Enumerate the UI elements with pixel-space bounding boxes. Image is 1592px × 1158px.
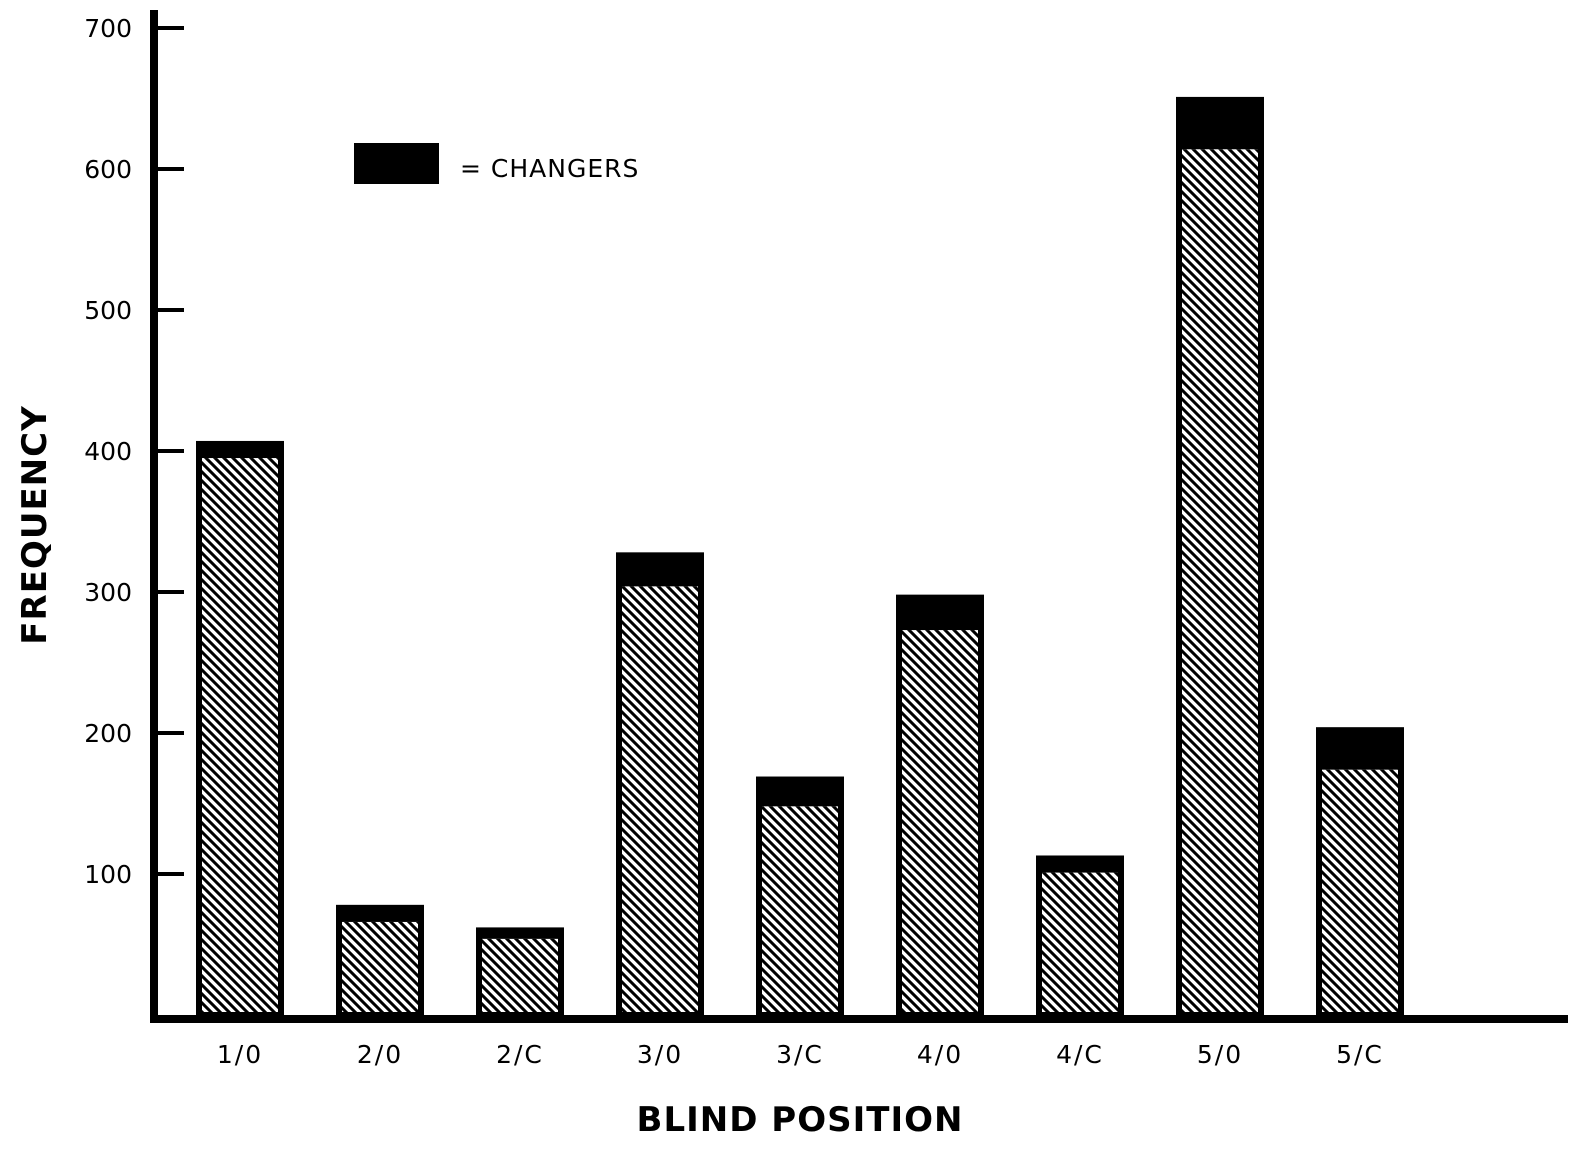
bar-base-1-0 bbox=[199, 458, 281, 1015]
x-tick-label: 2/C bbox=[496, 1040, 544, 1069]
bar-base-2-0 bbox=[339, 921, 421, 1015]
x-tick-label: 5/C bbox=[1336, 1040, 1384, 1069]
x-tick-label: 5/0 bbox=[1197, 1040, 1243, 1069]
legend-swatch-changers bbox=[354, 143, 439, 184]
y-tick-label: 100 bbox=[84, 860, 132, 889]
bar-changers-3-C bbox=[759, 779, 841, 807]
y-axis-title: FREQUENCY bbox=[15, 405, 55, 644]
x-axis-title: BLIND POSITION bbox=[637, 1100, 964, 1140]
bar-base-3-C bbox=[759, 806, 841, 1015]
x-tick-label: 2/0 bbox=[357, 1040, 403, 1069]
x-tick-label: 3/0 bbox=[637, 1040, 683, 1069]
bar-base-3-0 bbox=[619, 586, 701, 1015]
bar-changers-5-0 bbox=[1179, 99, 1261, 150]
x-labels-group: 1/0 2/0 2/C 3/0 3/C 4/0 4/C 5/0 5/C bbox=[217, 1040, 1384, 1069]
legend: = CHANGERS bbox=[354, 143, 639, 184]
x-tick-label: 4/C bbox=[1056, 1040, 1104, 1069]
bar-changers-5-C bbox=[1319, 730, 1401, 770]
bar-base-4-C bbox=[1039, 872, 1121, 1015]
y-tick-label: 500 bbox=[84, 296, 132, 325]
bar-changers-4-0 bbox=[899, 597, 981, 631]
bar-changers-4-C bbox=[1039, 858, 1121, 873]
bar-base-2-C bbox=[479, 938, 561, 1015]
x-tick-label: 3/C bbox=[776, 1040, 824, 1069]
y-tick-label: 400 bbox=[84, 437, 132, 466]
bar-changers-2-C bbox=[479, 930, 561, 939]
bar-changers-1-0 bbox=[199, 443, 281, 459]
bar-base-5-C bbox=[1319, 769, 1401, 1015]
bar-changers-3-0 bbox=[619, 555, 701, 587]
bar-changers-2-0 bbox=[339, 907, 421, 922]
y-ticks-group: 100 200 300 400 500 600 700 bbox=[84, 14, 184, 889]
bars-group bbox=[196, 96, 1404, 1019]
y-tick-label: 200 bbox=[84, 719, 132, 748]
x-tick-label: 4/0 bbox=[917, 1040, 963, 1069]
bar-base-4-0 bbox=[899, 630, 981, 1015]
legend-label-changers: = CHANGERS bbox=[460, 154, 639, 183]
y-tick-label: 700 bbox=[84, 14, 132, 43]
x-tick-label: 1/0 bbox=[217, 1040, 263, 1069]
bar-base-5-0 bbox=[1179, 149, 1261, 1015]
y-tick-label: 300 bbox=[84, 578, 132, 607]
y-tick-label: 600 bbox=[84, 155, 132, 184]
